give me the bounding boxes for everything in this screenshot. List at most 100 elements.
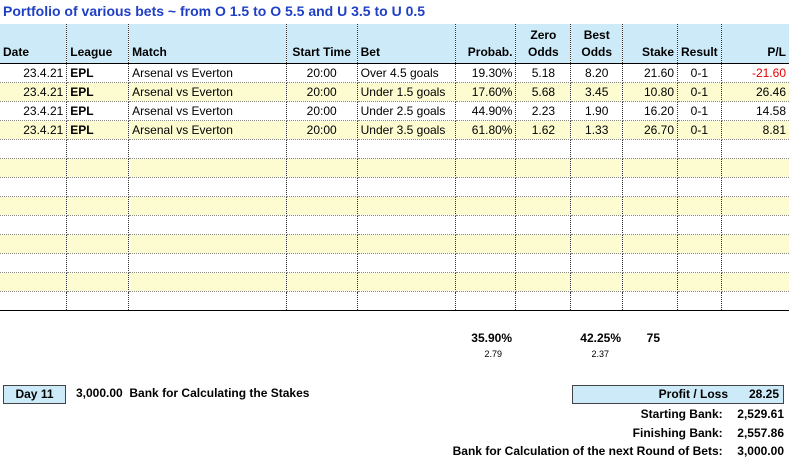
cell-probab[interactable]: 61.80% [455, 120, 517, 140]
cell-start-time[interactable]: 20:00 [286, 101, 358, 121]
total-best-odds-sub[interactable]: 2.37 [591, 349, 609, 359]
col-header-league[interactable]: League [66, 24, 130, 64]
cell-bet[interactable]: Under 1.5 goals [357, 82, 456, 102]
total-best-odds[interactable]: 42.25% [580, 331, 621, 345]
empty-cell[interactable] [622, 234, 678, 254]
empty-cell[interactable] [66, 215, 130, 235]
empty-cell[interactable] [721, 234, 789, 254]
empty-cell[interactable] [570, 234, 624, 254]
empty-cell[interactable] [286, 196, 358, 216]
empty-cell[interactable] [455, 291, 517, 311]
empty-cell[interactable] [570, 139, 624, 159]
empty-cell[interactable] [570, 253, 624, 273]
cell-league[interactable]: EPL [66, 82, 130, 102]
empty-cell[interactable] [286, 177, 358, 197]
empty-cell[interactable] [455, 253, 517, 273]
col-header-pl[interactable]: P/L [721, 24, 789, 64]
cell-stake[interactable]: 21.60 [622, 63, 678, 83]
col-header-zero-odds[interactable]: Zero Odds [515, 24, 572, 64]
cell-league[interactable]: EPL [66, 120, 130, 140]
empty-cell[interactable] [622, 272, 678, 292]
empty-cell[interactable] [0, 158, 68, 178]
col-header-stake[interactable]: Stake [622, 24, 678, 64]
cell-bet[interactable]: Under 3.5 goals [357, 120, 456, 140]
empty-cell[interactable] [128, 215, 287, 235]
empty-cell[interactable] [128, 177, 287, 197]
cell-zero-odds[interactable]: 5.68 [515, 82, 572, 102]
empty-cell[interactable] [128, 139, 287, 159]
total-stake[interactable]: 75 [646, 331, 660, 345]
empty-cell[interactable] [677, 234, 722, 254]
empty-cell[interactable] [0, 215, 68, 235]
empty-cell[interactable] [721, 253, 789, 273]
empty-cell[interactable] [357, 158, 456, 178]
empty-cell[interactable] [357, 234, 456, 254]
empty-cell[interactable] [515, 234, 572, 254]
empty-cell[interactable] [622, 139, 678, 159]
empty-cell[interactable] [570, 291, 624, 311]
empty-cell[interactable] [721, 272, 789, 292]
cell-start-time[interactable]: 20:00 [286, 120, 358, 140]
empty-cell[interactable] [286, 291, 358, 311]
empty-cell[interactable] [286, 272, 358, 292]
empty-cell[interactable] [128, 272, 287, 292]
finishing-bank-value[interactable]: 2,557.86 [737, 426, 784, 440]
empty-cell[interactable] [515, 291, 572, 311]
empty-cell[interactable] [0, 253, 68, 273]
cell-match[interactable]: Arsenal vs Everton [128, 101, 287, 121]
cell-stake[interactable]: 26.70 [622, 120, 678, 140]
col-header-best-odds[interactable]: Best Odds [570, 24, 624, 64]
cell-start-time[interactable]: 20:00 [286, 82, 358, 102]
cell-best-odds[interactable]: 1.33 [570, 120, 624, 140]
empty-cell[interactable] [721, 196, 789, 216]
col-header-probab[interactable]: Probab. [455, 24, 517, 64]
cell-result[interactable]: 0-1 [677, 82, 722, 102]
empty-cell[interactable] [677, 253, 722, 273]
empty-cell[interactable] [721, 158, 789, 178]
empty-cell[interactable] [570, 177, 624, 197]
empty-cell[interactable] [455, 272, 517, 292]
empty-cell[interactable] [677, 291, 722, 311]
empty-cell[interactable] [0, 139, 68, 159]
empty-cell[interactable] [286, 253, 358, 273]
empty-cell[interactable] [622, 253, 678, 273]
cell-date[interactable]: 23.4.21 [0, 82, 68, 102]
total-probab-odds[interactable]: 2.79 [484, 349, 502, 359]
empty-cell[interactable] [515, 177, 572, 197]
empty-cell[interactable] [515, 272, 572, 292]
empty-cell[interactable] [66, 139, 130, 159]
empty-cell[interactable] [128, 291, 287, 311]
empty-cell[interactable] [66, 291, 130, 311]
cell-start-time[interactable]: 20:00 [286, 63, 358, 83]
empty-cell[interactable] [357, 139, 456, 159]
cell-match[interactable]: Arsenal vs Everton [128, 82, 287, 102]
empty-cell[interactable] [721, 291, 789, 311]
empty-cell[interactable] [0, 291, 68, 311]
cell-pl[interactable]: 14.58 [721, 101, 789, 121]
cell-result[interactable]: 0-1 [677, 63, 722, 83]
empty-cell[interactable] [455, 215, 517, 235]
empty-cell[interactable] [357, 215, 456, 235]
cell-pl[interactable]: 26.46 [721, 82, 789, 102]
empty-cell[interactable] [286, 139, 358, 159]
empty-cell[interactable] [570, 158, 624, 178]
empty-cell[interactable] [128, 253, 287, 273]
empty-cell[interactable] [66, 272, 130, 292]
empty-cell[interactable] [128, 196, 287, 216]
bank-value[interactable]: 3,000.00 [76, 386, 123, 400]
cell-best-odds[interactable]: 8.20 [570, 63, 624, 83]
cell-pl[interactable]: -21.60 [721, 63, 789, 83]
cell-match[interactable]: Arsenal vs Everton [128, 63, 287, 83]
cell-result[interactable]: 0-1 [677, 101, 722, 121]
empty-cell[interactable] [721, 215, 789, 235]
cell-probab[interactable]: 44.90% [455, 101, 517, 121]
empty-cell[interactable] [66, 234, 130, 254]
cell-match[interactable]: Arsenal vs Everton [128, 120, 287, 140]
cell-zero-odds[interactable]: 2.23 [515, 101, 572, 121]
cell-bet[interactable]: Under 2.5 goals [357, 101, 456, 121]
starting-bank-value[interactable]: 2,529.61 [737, 407, 784, 421]
empty-cell[interactable] [0, 177, 68, 197]
empty-cell[interactable] [515, 158, 572, 178]
empty-cell[interactable] [357, 272, 456, 292]
empty-cell[interactable] [515, 139, 572, 159]
